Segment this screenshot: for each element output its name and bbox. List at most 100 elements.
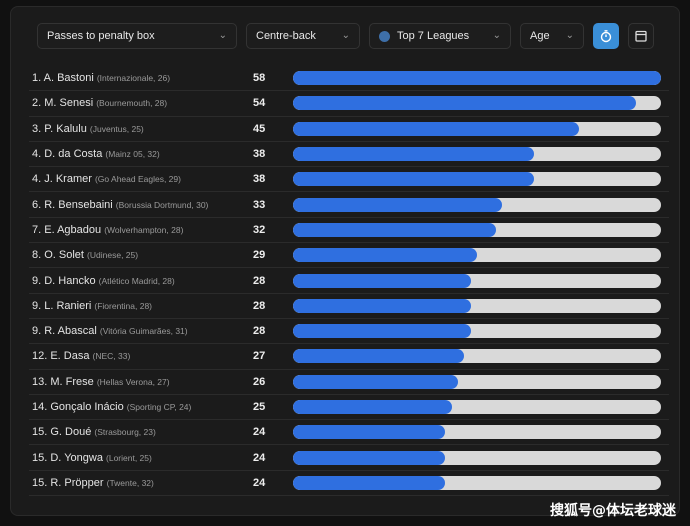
player-row[interactable]: 6. R. Bensebaini (Borussia Dortmund, 30)…: [29, 192, 669, 218]
bar-track: [293, 450, 661, 465]
player-value: 28: [253, 274, 266, 287]
player-club: (Atlético Madrid, 28): [98, 275, 175, 286]
stopwatch-icon: [600, 30, 612, 43]
player-row[interactable]: 1. A. Bastoni (Internazionale, 26) 58: [29, 66, 669, 92]
bar-track: [293, 172, 661, 187]
watermark: 搜狐号@体坛老球迷: [550, 503, 676, 519]
bar-fill: [293, 324, 471, 339]
player-name: 15. G. Doué (Strasbourg, 23): [32, 426, 156, 439]
position-dropdown[interactable]: Centre-back ⌄: [246, 23, 360, 49]
player-club: (Wolverhampton, 28): [104, 224, 184, 235]
player-club: (Strasbourg, 23): [94, 427, 156, 438]
player-name: 13. M. Frese (Hellas Verona, 27): [32, 375, 170, 388]
player-value: 28: [253, 325, 266, 338]
player-value: 45: [253, 122, 266, 135]
player-row[interactable]: 9. R. Abascal (Vitória Guimarães, 31) 28: [29, 319, 669, 345]
player-value: 24: [253, 476, 266, 489]
competition-label: Top 7 Leagues: [397, 30, 470, 42]
bar-track: [293, 324, 661, 339]
bar-track: [293, 273, 661, 288]
player-club: (Twente, 32): [106, 477, 154, 488]
player-club: (NEC, 33): [92, 351, 131, 362]
chevron-down-icon: ⌄: [341, 30, 350, 41]
bar-fill: [293, 248, 477, 263]
player-value: 58: [253, 72, 266, 85]
bar-fill: [293, 374, 458, 389]
player-club: (Juventus, 25): [89, 123, 144, 134]
chevron-down-icon: ⌄: [565, 30, 574, 41]
player-value: 32: [253, 223, 266, 236]
player-club: (Vitória Guimarães, 31): [99, 326, 188, 337]
chevron-down-icon: ⌄: [492, 30, 501, 41]
age-label: Age: [530, 30, 550, 42]
bar-fill: [293, 147, 535, 162]
player-club: (Bournemouth, 28): [96, 98, 168, 109]
bar-track: [293, 197, 661, 212]
calendar-button[interactable]: [628, 23, 654, 49]
player-club: (Borussia Dortmund, 30): [115, 199, 209, 210]
player-name: 8. O. Solet (Udinese, 25): [32, 249, 139, 262]
player-row[interactable]: 14. Gonçalo Inácio (Sporting CP, 24) 25: [29, 395, 669, 421]
player-row[interactable]: 13. M. Frese (Hellas Verona, 27) 26: [29, 370, 669, 395]
player-name: 9. L. Ranieri (Fiorentina, 28): [32, 299, 153, 312]
player-name: 12. E. Dasa (NEC, 33): [32, 350, 131, 363]
calendar-icon: [635, 30, 647, 42]
player-row[interactable]: 4. J. Kramer (Go Ahead Eagles, 29) 38: [29, 167, 669, 193]
globe-icon: [379, 30, 390, 42]
bar-track: [293, 71, 661, 86]
player-name: 15. D. Yongwa (Lorient, 25): [32, 451, 152, 464]
player-row[interactable]: 2. M. Senesi (Bournemouth, 28) 54: [29, 91, 669, 117]
metric-dropdown[interactable]: Passes to penalty box ⌄: [37, 23, 237, 49]
chevron-down-icon: ⌄: [218, 30, 227, 41]
player-row[interactable]: 15. G. Doué (Strasbourg, 23) 24: [29, 420, 669, 446]
player-row[interactable]: 12. E. Dasa (NEC, 33) 27: [29, 344, 669, 370]
player-name: 15. R. Pröpper (Twente, 32): [32, 476, 154, 489]
bar-track: [293, 349, 661, 364]
player-name: 4. J. Kramer (Go Ahead Eagles, 29): [32, 173, 181, 186]
player-name: 6. R. Bensebaini (Borussia Dortmund, 30): [32, 198, 209, 211]
player-value: 29: [253, 249, 266, 262]
metric-label: Passes to penalty box: [47, 30, 155, 42]
player-club: (Internazionale, 26): [96, 73, 171, 84]
bar-track: [293, 248, 661, 263]
player-row[interactable]: 7. E. Agbadou (Wolverhampton, 28) 32: [29, 218, 669, 244]
player-club: (Go Ahead Eagles, 29): [94, 174, 181, 185]
player-value: 24: [253, 426, 266, 439]
bar-fill: [293, 298, 471, 313]
player-row[interactable]: 9. L. Ranieri (Fiorentina, 28) 28: [29, 294, 669, 319]
competition-dropdown[interactable]: Top 7 Leagues ⌄: [369, 23, 511, 49]
player-club: (Udinese, 25): [87, 250, 139, 261]
player-row[interactable]: 3. P. Kalulu (Juventus, 25) 45: [29, 117, 669, 142]
bar-track: [293, 400, 661, 414]
player-value: 26: [253, 375, 266, 388]
bar-track: [293, 475, 661, 490]
bar-fill: [293, 450, 446, 465]
bar-fill: [293, 71, 661, 86]
bar-fill: [293, 96, 636, 111]
player-name: 2. M. Senesi (Bournemouth, 28): [32, 97, 168, 110]
player-row[interactable]: 15. R. Pröpper (Twente, 32) 24: [29, 471, 669, 497]
player-name: 3. P. Kalulu (Juventus, 25): [32, 122, 144, 135]
player-name: 9. R. Abascal (Vitória Guimarães, 31): [32, 325, 188, 338]
position-label: Centre-back: [256, 30, 316, 42]
bar-track: [293, 96, 661, 111]
player-row[interactable]: 9. D. Hancko (Atlético Madrid, 28) 28: [29, 268, 669, 294]
player-club: (Hellas Verona, 27): [96, 376, 170, 387]
timer-button[interactable]: [593, 23, 619, 49]
player-row[interactable]: 15. D. Yongwa (Lorient, 25) 24: [29, 445, 669, 471]
player-club: (Lorient, 25): [106, 452, 152, 463]
player-row[interactable]: 8. O. Solet (Udinese, 25) 29: [29, 243, 669, 269]
bar-track: [293, 121, 661, 136]
bar-fill: [293, 172, 535, 187]
age-dropdown[interactable]: Age ⌄: [520, 23, 584, 49]
player-club: (Mainz 05, 32): [105, 149, 160, 160]
player-row[interactable]: 4. D. da Costa (Mainz 05, 32) 38: [29, 142, 669, 168]
player-value: 28: [253, 299, 266, 312]
player-name: 7. E. Agbadou (Wolverhampton, 28): [32, 223, 184, 236]
bar-track: [293, 298, 661, 313]
bar-fill: [293, 425, 446, 440]
player-name: 9. D. Hancko (Atlético Madrid, 28): [32, 274, 175, 287]
bar-fill: [293, 349, 465, 364]
player-value: 38: [253, 173, 266, 186]
bar-fill: [293, 222, 497, 237]
